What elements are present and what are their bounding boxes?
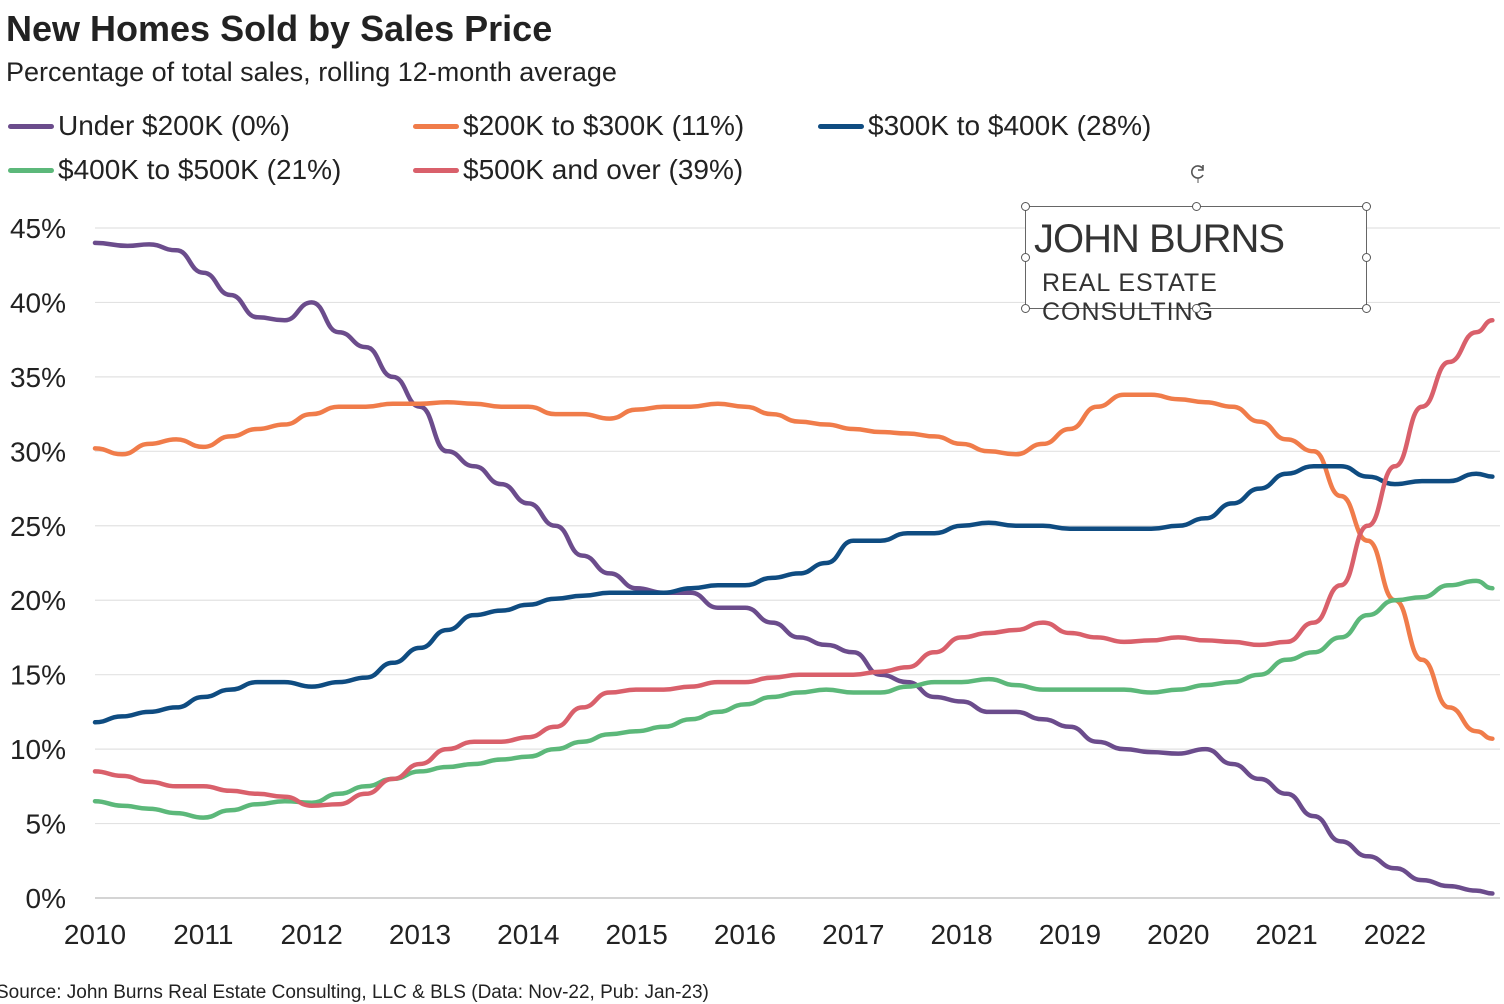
resize-handle-top-left[interactable] — [1021, 202, 1030, 211]
y-axis-ticks: 0% 5% 10% 15% 20% 25% 30% 35% 40% 45% — [10, 213, 66, 914]
logo-top-text: JOHN BURNS — [1034, 217, 1285, 261]
company-logo[interactable]: JOHN BURNS REAL ESTATE CONSULTING — [1021, 202, 1371, 326]
rotate-handle-icon[interactable] — [1187, 161, 1209, 183]
x-tick-label: 2012 — [281, 919, 343, 950]
y-tick-label: 30% — [10, 436, 66, 467]
gridlines — [95, 227, 1500, 899]
y-tick-label: 25% — [10, 511, 66, 542]
x-tick-label: 2014 — [497, 919, 559, 950]
legend-label-300k-400k: $300K to $400K (28%) — [868, 110, 1152, 141]
source-note: Source: John Burns Real Estate Consultin… — [0, 982, 709, 1003]
series-line-500k-over — [92, 318, 1495, 808]
x-axis-ticks: 2010 2011 2012 2013 2014 2015 2016 2017 2018 2019… — [64, 919, 1426, 950]
legend-item-500k-over: $500K and over (39%) — [413, 154, 743, 186]
legend-label-200k-300k: $200K to $300K (11%) — [463, 110, 745, 141]
legend-item-300k-400k: $300K to $400K (28%) — [818, 110, 1151, 142]
legend-swatch-200k-300k — [413, 123, 459, 129]
resize-handle-top-right[interactable] — [1362, 202, 1371, 211]
x-tick-label: 2013 — [389, 919, 451, 950]
resize-handle-right[interactable] — [1362, 253, 1371, 262]
x-tick-label: 2010 — [64, 919, 126, 950]
series-lines — [92, 240, 1495, 896]
y-tick-label: 10% — [10, 734, 66, 765]
x-tick-label: 2011 — [173, 919, 233, 950]
resize-handle-left[interactable] — [1021, 253, 1030, 262]
x-tick-label: 2022 — [1364, 919, 1426, 950]
legend-label-400k-500k: $400K to $500K (21%) — [58, 154, 342, 185]
legend-label-under-200k: Under $200K (0%) — [58, 110, 290, 141]
x-tick-label: 2020 — [1147, 919, 1209, 950]
resize-handle-bottom[interactable] — [1192, 304, 1201, 313]
y-tick-label: 35% — [10, 362, 66, 393]
x-tick-label: 2016 — [714, 919, 776, 950]
chart-title: New Homes Sold by Sales Price — [6, 8, 553, 49]
legend-label-500k-over: $500K and over (39%) — [463, 154, 744, 185]
chart-subtitle: Percentage of total sales, rolling 12-mo… — [6, 57, 617, 87]
resize-handle-bottom-left[interactable] — [1021, 304, 1030, 313]
legend-item-400k-500k: $400K to $500K (21%) — [8, 154, 341, 186]
legend-swatch-500k-over — [413, 167, 459, 173]
y-tick-label: 5% — [26, 809, 66, 840]
legend-item-under-200k: Under $200K (0%) — [8, 110, 290, 142]
series-line-under-200k — [92, 240, 1495, 896]
logo-bottom-text: REAL ESTATE CONSULTING — [1042, 269, 1218, 326]
x-tick-label: 2018 — [930, 919, 992, 950]
y-tick-label: 40% — [10, 287, 66, 318]
legend-swatch-400k-500k — [8, 167, 54, 173]
legend-item-200k-300k: $200K to $300K (11%) — [413, 110, 744, 142]
series-line-200k-300k — [92, 392, 1495, 741]
y-tick-label: 20% — [10, 585, 66, 616]
series-line-400k-500k — [92, 578, 1495, 820]
y-tick-label: 45% — [10, 213, 66, 244]
legend-swatch-300k-400k — [818, 123, 864, 129]
y-tick-label: 0% — [26, 883, 66, 914]
x-tick-label: 2017 — [822, 919, 884, 950]
y-tick-label: 15% — [10, 660, 66, 691]
series-line-300k-400k — [92, 463, 1495, 725]
x-tick-label: 2021 — [1255, 919, 1317, 950]
legend-swatch-under-200k — [8, 123, 54, 129]
resize-handle-top[interactable] — [1192, 202, 1201, 211]
x-tick-label: 2015 — [605, 919, 667, 950]
resize-handle-bottom-right[interactable] — [1362, 304, 1371, 313]
x-tick-label: 2019 — [1039, 919, 1101, 950]
